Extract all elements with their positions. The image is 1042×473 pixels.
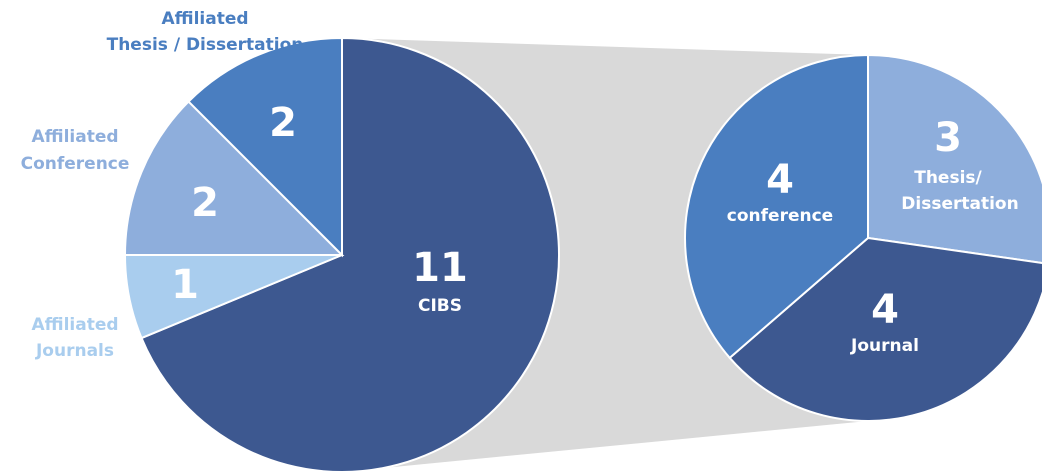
value-label: 3 [934,115,962,161]
pie-slice [140,36,560,473]
category-label: CIBS [418,296,462,316]
category-label: Dissertation [901,194,1018,214]
category-label: Thesis/ [914,168,982,188]
category-label: Thesis / Dissertation [107,35,304,55]
category-label: Journal [850,336,919,356]
value-label: 4 [766,157,794,203]
pie-slice [684,53,869,360]
pie-slice [123,100,345,256]
pie-slice [187,36,343,258]
value-label: 4 [871,287,899,333]
value-label: 2 [191,180,219,226]
pie-slice [728,236,1042,422]
category-label: Conference [21,154,130,174]
category-label: Journals [35,341,114,361]
pie-slice [867,53,1042,265]
category-label: conference [727,206,833,226]
value-label: 1 [171,262,199,308]
value-label: 11 [412,245,468,291]
category-label: Affiliated [161,9,248,29]
category-label: Affiliated [31,315,118,335]
category-label: Affiliated [31,127,118,147]
value-label: 2 [269,100,297,146]
